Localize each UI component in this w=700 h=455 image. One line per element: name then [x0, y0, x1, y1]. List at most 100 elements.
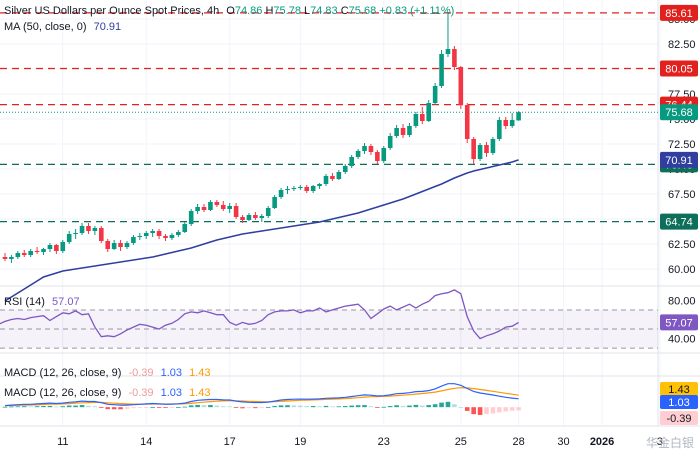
ma-legend-label: MA (50, close, 0): [4, 21, 87, 33]
candle-body: [188, 211, 194, 224]
time-tick-label: 28: [512, 436, 524, 448]
candle-body: [413, 114, 419, 126]
macd-legend-signal: 1.43: [189, 367, 211, 379]
candle-body: [445, 49, 451, 54]
change-value: +0.83 (+1.11%): [379, 5, 455, 17]
macd-hist-bar: [182, 406, 188, 408]
candle-body: [439, 54, 444, 86]
macd-hist-bar: [105, 407, 111, 410]
macd-hist-bar: [458, 407, 464, 408]
candle-body: [111, 243, 117, 249]
macd-hist-bar: [310, 406, 316, 408]
macd-hist-bar: [246, 407, 252, 409]
macd-pane[interactable]: [2, 383, 521, 415]
ma-legend-value: 70.91: [93, 21, 122, 33]
candle-body: [2, 257, 8, 259]
candle-body: [253, 215, 258, 218]
candle-body: [259, 216, 265, 218]
macd-legend-hist: -0.39: [128, 387, 154, 399]
candle-body: [99, 228, 104, 241]
candle-body: [201, 207, 207, 210]
macd-signal-line: [4, 387, 519, 407]
time-tick-label: 11: [57, 436, 68, 448]
candle-body: [336, 172, 342, 179]
price-tick-label: 72.50: [668, 139, 696, 151]
candle-body: [278, 190, 284, 197]
candle-body: [285, 189, 290, 190]
price-axis[interactable]: 60.0062.5065.0067.5070.0072.5075.0077.50…: [660, 4, 698, 425]
macd-hist-bar: [143, 407, 149, 408]
macd-hist-bar: [464, 407, 470, 411]
rsi-tick-label: 40.00: [668, 334, 696, 346]
rsi-legend[interactable]: RSI (14) 57.07: [4, 296, 80, 308]
candle-body: [220, 205, 226, 209]
candle-body: [323, 176, 329, 184]
macd-hist-bar: [150, 407, 155, 408]
candle-body: [233, 206, 239, 217]
ma50-line: [4, 159, 519, 302]
macd-hist-bar: [265, 407, 271, 408]
macd-value-label: -0.39: [666, 413, 691, 425]
macd-hist-bar: [477, 407, 483, 415]
macd-legend-1[interactable]: MACD (12, 26, close, 9) -0.39 1.03 1.43: [4, 367, 210, 379]
macd-hist-bar: [381, 406, 387, 408]
candle-body: [387, 136, 393, 148]
symbol-legend[interactable]: Silver US Dollars per Ounce Spot Prices,…: [4, 5, 455, 17]
macd-hist-bar: [503, 407, 509, 412]
candle-body: [156, 231, 162, 236]
candle-body: [452, 49, 457, 67]
macd-hist-bar: [259, 407, 265, 408]
candle-body: [54, 245, 59, 251]
candle-body: [66, 234, 72, 242]
macd-hist-bar: [400, 405, 406, 408]
macd-hist-bar: [79, 405, 85, 408]
macd-hist-bar: [47, 405, 53, 408]
macd-legend-2[interactable]: MACD (12, 26, close, 9) -0.39 1.03 1.43: [4, 387, 210, 399]
macd-hist-bar: [368, 406, 374, 408]
close-label: C: [340, 5, 349, 17]
open-label: O: [226, 5, 235, 17]
macd-hist-bar: [278, 405, 284, 408]
macd-hist-bar: [509, 407, 515, 411]
macd-hist-bar: [253, 407, 258, 409]
low-label: L: [304, 5, 311, 17]
rsi-pane[interactable]: [0, 289, 658, 349]
macd-hist-bar: [298, 405, 303, 408]
macd-hist-bar: [291, 405, 297, 408]
candle-body: [516, 112, 521, 121]
candle-body: [60, 242, 66, 251]
macd-hist-bar: [317, 406, 322, 408]
time-tick-label: 19: [294, 436, 306, 448]
candle-body: [124, 243, 130, 247]
rsi-legend-label: RSI (14): [4, 296, 45, 308]
ma-legend[interactable]: MA (50, close, 0) 70.91: [4, 21, 121, 33]
low-value: 74.83: [310, 5, 338, 17]
price-tick-label: 62.50: [668, 239, 696, 251]
candle-body: [426, 103, 432, 121]
macd-hist-bar: [118, 407, 123, 410]
macd-hist-bar: [452, 404, 457, 408]
macd-hist-bar: [362, 405, 367, 408]
macd-hist-bar: [169, 407, 175, 408]
time-axis[interactable]: 11 14 17 19 23 25 28 30 2026 3: [57, 436, 663, 448]
candle-body: [163, 236, 168, 238]
candle-body: [420, 114, 425, 121]
candle-body: [176, 232, 181, 235]
candlestick-series[interactable]: [2, 13, 521, 263]
rsi-tick-label: 80.00: [668, 295, 696, 307]
macd-legend-label: MACD (12, 26, close, 9): [4, 367, 122, 379]
candle-body: [150, 231, 155, 233]
candle-body: [47, 245, 53, 249]
resistance-level-tag: [660, 4, 698, 21]
macd-hist-bar: [272, 406, 277, 408]
macd-hist-bar: [131, 407, 136, 409]
candle-body: [195, 207, 200, 211]
candle-body: [131, 237, 136, 243]
time-tick-label: 23: [378, 436, 390, 448]
macd-hist-bar: [214, 405, 220, 408]
macd-hist-bar: [227, 406, 232, 408]
resistance-level-tag: [660, 60, 698, 77]
candle-body: [21, 253, 27, 255]
macd-hist-bar: [304, 406, 310, 408]
macd-hist-bar: [323, 405, 329, 408]
